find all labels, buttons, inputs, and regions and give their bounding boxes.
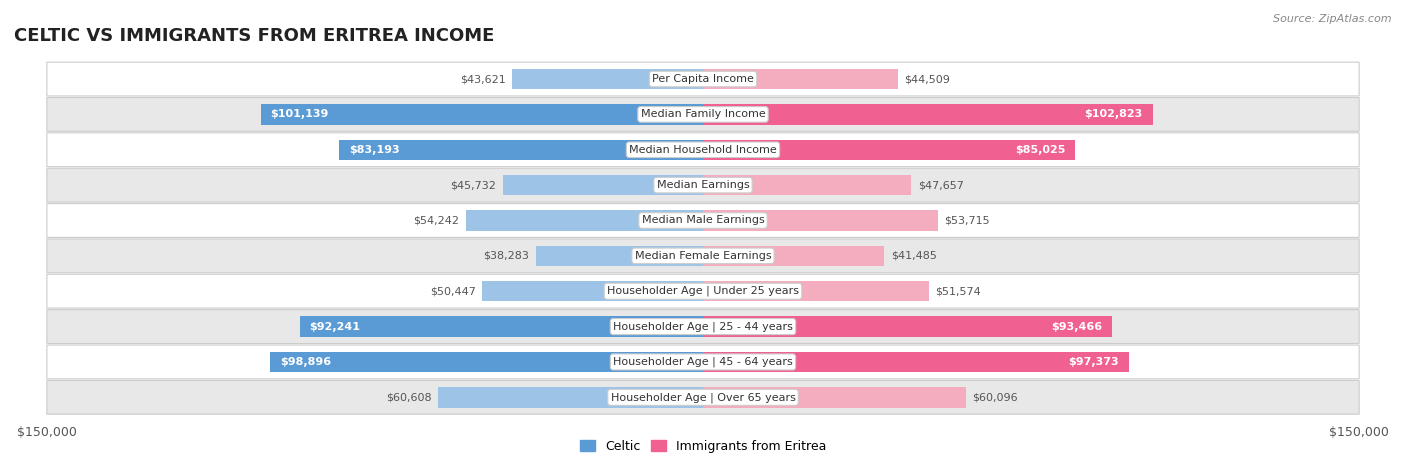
FancyBboxPatch shape [46,62,1360,96]
Text: $101,139: $101,139 [270,109,329,120]
Bar [437,387,703,408]
FancyBboxPatch shape [46,168,1360,202]
Text: $53,715: $53,715 [945,215,990,226]
Text: Householder Age | Under 25 years: Householder Age | Under 25 years [607,286,799,297]
Bar [512,69,703,89]
Text: $102,823: $102,823 [1084,109,1143,120]
Text: $60,096: $60,096 [973,392,1018,402]
Text: Median Family Income: Median Family Income [641,109,765,120]
Bar [703,246,884,266]
Text: $47,657: $47,657 [918,180,965,190]
Bar [703,210,938,231]
Bar [703,140,1076,160]
Text: CELTIC VS IMMIGRANTS FROM ERITREA INCOME: CELTIC VS IMMIGRANTS FROM ERITREA INCOME [14,28,495,45]
Bar [503,175,703,195]
Bar [703,387,966,408]
Text: $98,896: $98,896 [280,357,332,367]
Bar [260,104,703,125]
Text: Median Female Earnings: Median Female Earnings [634,251,772,261]
FancyBboxPatch shape [46,133,1360,167]
Bar [482,281,703,302]
Text: $93,466: $93,466 [1050,322,1102,332]
Text: Source: ZipAtlas.com: Source: ZipAtlas.com [1274,14,1392,24]
FancyBboxPatch shape [46,274,1360,308]
Legend: Celtic, Immigrants from Eritrea: Celtic, Immigrants from Eritrea [575,435,831,458]
Text: Householder Age | 25 - 44 years: Householder Age | 25 - 44 years [613,321,793,332]
Bar [270,352,703,372]
Bar [703,352,1129,372]
Bar [703,69,897,89]
FancyBboxPatch shape [46,310,1360,344]
Text: $50,447: $50,447 [430,286,475,296]
Bar [299,316,703,337]
Text: Per Capita Income: Per Capita Income [652,74,754,84]
Bar [703,104,1153,125]
Bar [703,175,911,195]
FancyBboxPatch shape [46,345,1360,379]
Text: Householder Age | Over 65 years: Householder Age | Over 65 years [610,392,796,403]
FancyBboxPatch shape [46,239,1360,273]
Bar [703,316,1112,337]
Text: $97,373: $97,373 [1069,357,1119,367]
Text: Median Male Earnings: Median Male Earnings [641,215,765,226]
Text: $38,283: $38,283 [484,251,529,261]
Text: $85,025: $85,025 [1015,145,1066,155]
Text: $41,485: $41,485 [891,251,936,261]
Text: $44,509: $44,509 [904,74,950,84]
Bar [465,210,703,231]
FancyBboxPatch shape [46,204,1360,237]
FancyBboxPatch shape [46,98,1360,131]
Text: $51,574: $51,574 [935,286,981,296]
Text: $92,241: $92,241 [309,322,360,332]
Text: Median Household Income: Median Household Income [628,145,778,155]
Text: $54,242: $54,242 [413,215,460,226]
Bar [536,246,703,266]
Text: Householder Age | 45 - 64 years: Householder Age | 45 - 64 years [613,357,793,367]
Text: Median Earnings: Median Earnings [657,180,749,190]
Text: $45,732: $45,732 [450,180,496,190]
Text: $43,621: $43,621 [460,74,506,84]
Text: $60,608: $60,608 [385,392,432,402]
Text: $83,193: $83,193 [349,145,399,155]
Bar [703,281,928,302]
FancyBboxPatch shape [46,381,1360,414]
Bar [339,140,703,160]
